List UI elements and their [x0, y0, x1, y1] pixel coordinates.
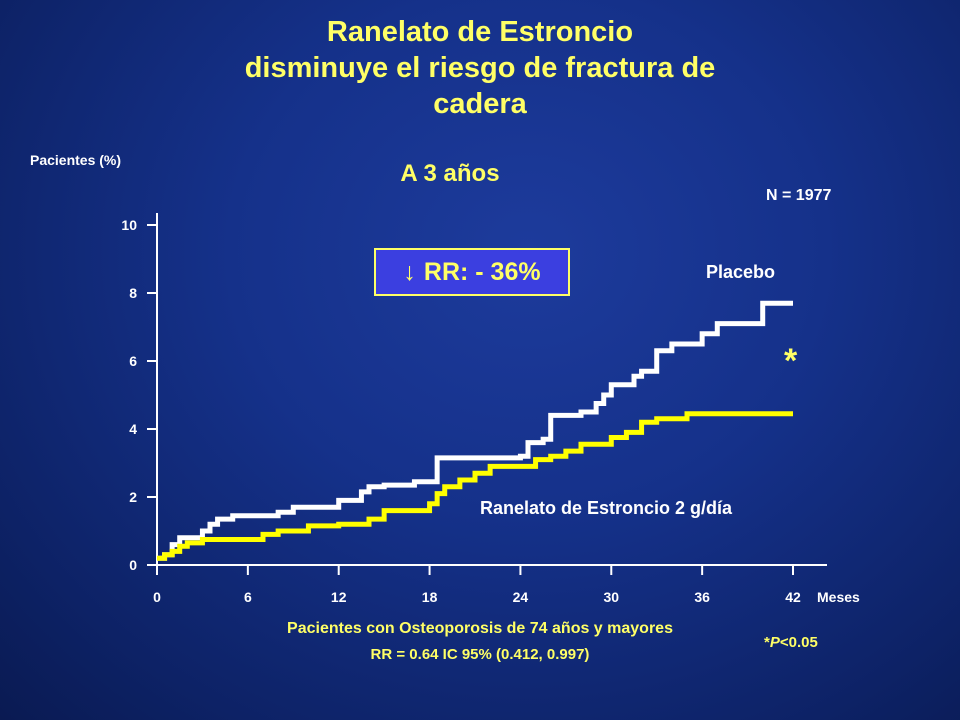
chart-series: [157, 300, 793, 561]
slide-title: Ranelato de Estroncio disminuye el riesg…: [160, 14, 800, 122]
chart-labels: Placebo Ranelato de Estroncio 2 g/día *: [480, 262, 798, 518]
sample-size-label: N = 1977: [766, 187, 832, 204]
x-tick-label: 18: [422, 589, 438, 605]
y-tick-label: 0: [129, 557, 137, 573]
p-value-threshold: <0.05: [779, 634, 818, 651]
significance-star: *: [784, 342, 798, 380]
y-tick-label: 10: [121, 217, 137, 233]
relative-risk-ci: RR = 0.64 IC 95% (0.412, 0.997): [370, 646, 590, 663]
y-tick-label: 8: [129, 285, 137, 301]
title-line-1: Ranelato de Estroncio: [326, 16, 634, 48]
title-line-2: disminuye el riesgo de fractura de: [244, 52, 716, 84]
x-tick-label: 12: [331, 589, 347, 605]
x-tick-label: 42: [785, 589, 801, 605]
p-value-p: P: [769, 634, 780, 651]
title-line-3: cadera: [433, 88, 527, 120]
x-tick-label: 0: [153, 589, 161, 605]
y-tick-label: 4: [129, 421, 137, 437]
population-caption: Pacientes con Osteoporosis de 74 años y …: [287, 620, 673, 637]
x-tick-label: 30: [603, 589, 619, 605]
p-value-star: *: [764, 634, 770, 651]
relative-risk-text: RR: - 36%: [423, 257, 541, 286]
x-axis-title: Meses: [817, 589, 860, 605]
x-tick-label: 36: [694, 589, 710, 605]
subtitle: A 3 años: [400, 160, 500, 187]
placebo-label: Placebo: [706, 262, 775, 282]
p-value-note: *P<0.05: [764, 634, 818, 651]
relative-risk-box: ↓ RR: - 36%: [374, 248, 570, 296]
x-tick-label: 6: [244, 589, 252, 605]
ranelato-label: Ranelato de Estroncio 2 g/día: [480, 498, 733, 518]
y-tick-label: 2: [129, 489, 137, 505]
y-axis-title: Pacientes (%): [30, 152, 121, 168]
ranelato-line: [157, 411, 793, 561]
x-tick-label: 24: [513, 589, 529, 605]
placebo-line: [157, 300, 793, 561]
y-tick-label: 6: [129, 353, 137, 369]
arrow-down-icon: ↓: [403, 257, 416, 286]
